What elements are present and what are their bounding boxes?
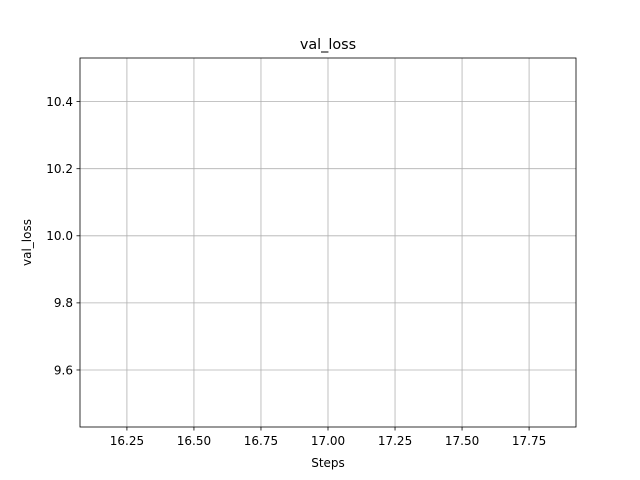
- y-tick-label: 10.0: [46, 229, 73, 243]
- x-axis-title: Steps: [311, 456, 345, 470]
- chart-title: val_loss: [300, 37, 356, 53]
- y-tick-label: 10.4: [46, 95, 73, 109]
- x-tick-label: 17.75: [512, 434, 546, 448]
- y-tick-label: 10.2: [46, 162, 73, 176]
- x-tick-label: 16.25: [110, 434, 144, 448]
- y-axis-title: val_loss: [20, 219, 34, 266]
- x-tick-label: 17.25: [378, 434, 412, 448]
- y-tick-label: 9.6: [54, 363, 73, 377]
- y-axis-ticks: 9.6 9.8 10.0 10.2 10.4: [46, 95, 80, 377]
- x-tick-label: 16.75: [244, 434, 278, 448]
- y-tick-label: 9.8: [54, 296, 73, 310]
- x-tick-label: 16.50: [177, 434, 211, 448]
- x-axis-ticks: 16.25 16.50 16.75 17.00 17.25 17.50 17.75: [110, 427, 546, 448]
- x-tick-label: 17.00: [311, 434, 345, 448]
- x-grid: [126, 58, 530, 427]
- x-tick-label: 17.50: [445, 434, 479, 448]
- y-grid: [80, 101, 576, 371]
